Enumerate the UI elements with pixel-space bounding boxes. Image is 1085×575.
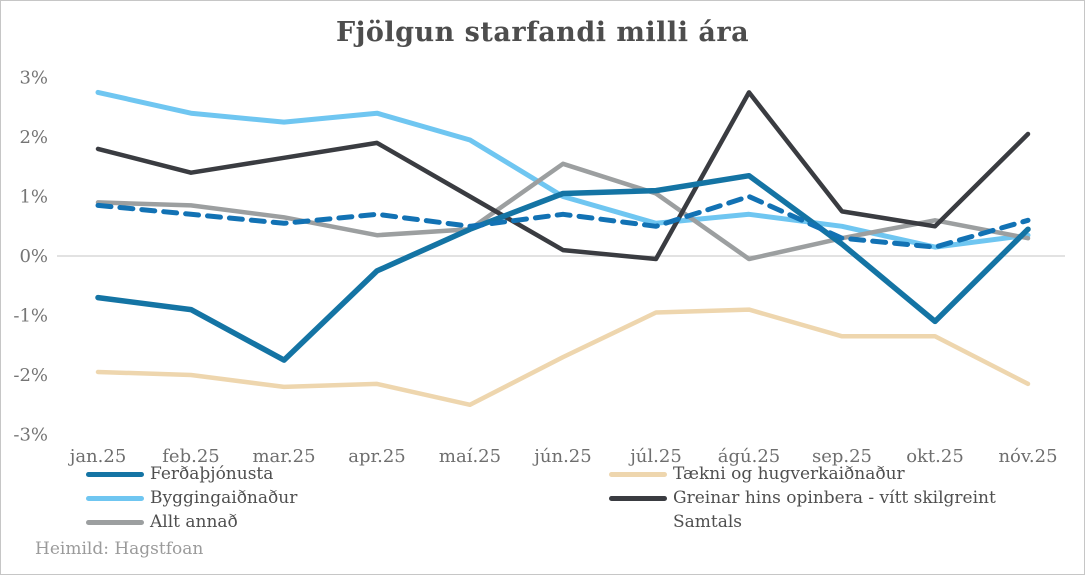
- legend-line-swatch: [86, 519, 144, 525]
- series-line-1: [95, 172, 1031, 363]
- x-axis-tick-label: apr.25: [348, 446, 406, 467]
- legend-label: Allt annað: [150, 512, 238, 532]
- legend-label: Tækni og hugverkaiðnaður: [673, 464, 905, 484]
- y-axis-tick-label: 3%: [19, 68, 48, 89]
- chart-title: Fjölgun starfandi milli ára: [335, 17, 750, 48]
- y-axis-tick-label: -3%: [13, 425, 48, 446]
- x-axis-tick-label: feb.25: [162, 446, 219, 467]
- y-axis-tick-label: -1%: [13, 306, 48, 327]
- x-axis-tick-label: júl.25: [628, 446, 682, 467]
- y-axis-tick-label: 1%: [19, 187, 48, 208]
- legend-dashed-line-swatch: [609, 520, 667, 525]
- x-axis-tick-label: jan.25: [68, 446, 127, 467]
- legend-item: Greinar hins opinbera - vítt skilgreint: [609, 486, 996, 510]
- y-axis-tick-label: 2%: [19, 127, 48, 148]
- legend-line-swatch: [609, 471, 667, 477]
- x-axis-tick-label: jún.25: [532, 446, 591, 467]
- chart-legend-right-column: Tækni og hugverkaiðnaður Greinar hins opi…: [609, 462, 996, 534]
- series-line-3: [95, 161, 1031, 262]
- x-axis-tick-label: ágú.25: [718, 446, 780, 467]
- series-line-6: [95, 194, 1031, 250]
- x-axis-tick-label: mar.25: [252, 446, 315, 467]
- legend-line-swatch: [86, 495, 144, 501]
- legend-line-swatch: [86, 471, 144, 477]
- legend-label: Byggingaiðnaður: [150, 488, 298, 508]
- legend-item: Samtals: [609, 510, 996, 534]
- legend-item: Allt annað: [86, 510, 297, 534]
- legend-item: Tækni og hugverkaiðnaður: [609, 462, 996, 486]
- series-line-5: [95, 90, 1031, 262]
- source-note: Heimild: Hagstfoan: [35, 539, 204, 559]
- legend-line-swatch: [609, 495, 667, 501]
- x-axis-tick-label: nóv.25: [998, 446, 1057, 467]
- series-line-2: [95, 89, 1031, 250]
- legend-item: Ferðaþjónusta: [86, 462, 297, 486]
- legend-label: Samtals: [673, 512, 743, 532]
- series-line-4: [95, 307, 1031, 408]
- y-axis-tick-label: -2%: [13, 365, 48, 386]
- x-axis-tick-label: okt.25: [906, 446, 964, 467]
- legend-item: Byggingaiðnaður: [86, 486, 297, 510]
- legend-label: Ferðaþjónusta: [150, 464, 274, 484]
- chart-legend-left-column: Ferðaþjónusta Byggingaiðnaður Allt annað: [86, 462, 297, 534]
- y-axis-tick-label: 0%: [19, 246, 48, 267]
- x-axis-tick-label: maí.25: [439, 446, 501, 467]
- legend-label: Greinar hins opinbera - vítt skilgreint: [673, 488, 996, 508]
- x-axis-tick-label: sep.25: [812, 446, 872, 467]
